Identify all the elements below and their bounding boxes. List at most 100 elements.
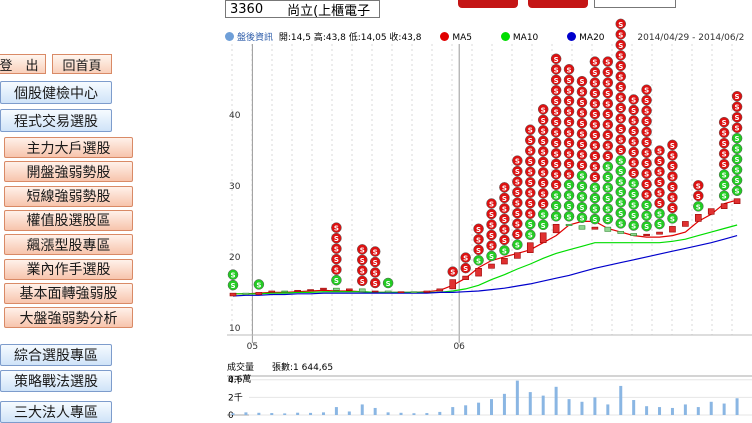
program-sub-open-strength-button[interactable]: 開盤強弱勢股 bbox=[4, 161, 133, 183]
period-select-partial[interactable] bbox=[594, 0, 676, 8]
export-button-partial[interactable] bbox=[528, 0, 588, 8]
sell-signal-icon bbox=[641, 136, 652, 148]
sell-signal-icon-glyph: S bbox=[334, 256, 339, 264]
sell-signal-icon-glyph: S bbox=[515, 200, 520, 208]
stock-health-center-button[interactable]: 個股健檢中心 bbox=[0, 81, 112, 104]
program-sub-market-strength-button[interactable]: 大盤強弱勢分析 bbox=[4, 307, 133, 329]
buy-signal-icon-glyph: S bbox=[644, 202, 649, 210]
sell-signal-icon bbox=[628, 146, 639, 158]
sell-signal-icon bbox=[537, 104, 549, 115]
logout-button[interactable]: 登 出 bbox=[0, 54, 46, 74]
buy-signal-icon bbox=[512, 239, 523, 250]
buy-signal-icon bbox=[615, 197, 626, 208]
sell-signal-icon-glyph: S bbox=[567, 171, 572, 179]
program-sub-short-term-button[interactable]: 短線強弱勢股 bbox=[4, 185, 133, 207]
institutional-investors-button[interactable]: 三大法人專區 bbox=[0, 401, 112, 423]
buy-signal-icon bbox=[602, 203, 614, 214]
buy-signal-icon bbox=[731, 153, 743, 165]
sell-signal-icon bbox=[641, 115, 652, 127]
query-button-partial[interactable] bbox=[458, 0, 518, 8]
sell-signal-icon-glyph: S bbox=[554, 77, 559, 85]
candlestick bbox=[410, 291, 418, 294]
sell-signal-icon bbox=[563, 158, 575, 170]
home-button[interactable]: 回首頁 bbox=[52, 54, 112, 74]
sell-signal-icon bbox=[331, 264, 342, 275]
volume-bar bbox=[425, 413, 429, 415]
sell-signal-icon bbox=[602, 150, 614, 162]
sell-signal-icon bbox=[499, 213, 510, 225]
combined-selection-button[interactable]: 綜合選股專區 bbox=[0, 344, 112, 366]
sell-signal-icon-glyph: S bbox=[567, 98, 572, 106]
program-trading-button[interactable]: 程式交易選股 bbox=[0, 109, 112, 132]
program-sub-fundamental-button[interactable]: 基本面轉強弱股 bbox=[4, 282, 133, 304]
buy-signal-icon bbox=[550, 190, 562, 201]
sell-signal-icon bbox=[563, 95, 575, 107]
volume-bar bbox=[477, 402, 481, 415]
candlestick bbox=[371, 290, 379, 293]
volume-bar bbox=[515, 380, 519, 415]
sell-signal-icon bbox=[589, 87, 601, 99]
volume-bar bbox=[670, 407, 674, 415]
sell-signal-icon-glyph: S bbox=[476, 226, 481, 234]
stock-search-field[interactable]: 3360 尚立(上櫃電子 bbox=[225, 0, 380, 18]
sell-signal-icon-glyph: S bbox=[554, 56, 559, 64]
program-sub-insider-button[interactable]: 業內作手選股 bbox=[4, 258, 133, 280]
sell-signal-icon bbox=[525, 187, 536, 198]
buy-signal-icon-glyph: S bbox=[579, 204, 584, 212]
sell-signal-icon bbox=[550, 53, 562, 65]
sell-signal-icon bbox=[641, 189, 652, 200]
buy-signal-icon bbox=[382, 277, 394, 289]
volume-bar bbox=[567, 399, 571, 415]
sell-signal-icon-glyph: S bbox=[631, 107, 636, 115]
sell-signal-icon-glyph: S bbox=[567, 119, 572, 127]
sell-signal-icon bbox=[499, 224, 510, 235]
sell-signal-icon bbox=[331, 222, 342, 233]
sell-signal-icon-glyph: S bbox=[373, 259, 378, 267]
sell-signal-icon-glyph: S bbox=[554, 108, 559, 116]
sell-signal-icon-glyph: S bbox=[631, 97, 636, 105]
sell-signal-icon bbox=[602, 108, 614, 120]
program-sub-soaring-button[interactable]: 飆漲型股專區 bbox=[4, 234, 133, 256]
candlestick bbox=[358, 288, 366, 293]
sell-signal-icon-glyph: S bbox=[554, 87, 559, 95]
buy-signal-icon-glyph: S bbox=[631, 191, 636, 199]
buy-signal-icon-glyph: S bbox=[631, 202, 636, 210]
program-trading-label: 程式交易選股 bbox=[14, 113, 98, 130]
buy-signal-icon-glyph: S bbox=[605, 206, 610, 214]
sell-signal-icon-glyph: S bbox=[618, 126, 623, 134]
volume-bar bbox=[735, 398, 739, 415]
sell-signal-icon bbox=[550, 158, 562, 170]
buy-signal-icon-glyph: S bbox=[618, 210, 623, 218]
sell-signal-icon bbox=[718, 127, 730, 138]
sell-signal-icon bbox=[615, 81, 626, 93]
program-sub-main-force-button[interactable]: 主力大戶選股 bbox=[4, 137, 133, 158]
sell-signal-icon bbox=[628, 125, 639, 137]
volume-bar bbox=[399, 412, 403, 415]
ma10-line bbox=[233, 224, 738, 295]
sell-signal-icon bbox=[512, 155, 523, 166]
buy-signal-icon-glyph: S bbox=[631, 212, 636, 220]
sell-signal-icon bbox=[537, 156, 549, 168]
candlestick bbox=[333, 287, 340, 291]
logout-label: 登 出 bbox=[0, 58, 39, 74]
sell-signal-icon bbox=[576, 96, 588, 108]
program-sub-weighted-button[interactable]: 權值股選股區 bbox=[4, 209, 133, 231]
sell-signal-icon bbox=[602, 119, 614, 130]
sell-signal-icon-glyph: S bbox=[450, 269, 455, 277]
sell-signal-icon bbox=[576, 117, 588, 129]
sell-signal-icon bbox=[718, 148, 730, 159]
sell-signal-icon-glyph: S bbox=[657, 179, 662, 187]
sell-signal-icon-glyph: S bbox=[605, 132, 610, 140]
strategy-selection-button[interactable]: 策略戰法選股 bbox=[0, 370, 112, 392]
sell-signal-icon bbox=[576, 75, 588, 87]
sell-signal-icon bbox=[537, 198, 549, 210]
buy-signal-icon bbox=[667, 213, 678, 224]
y-tick-label: 20 bbox=[229, 253, 241, 263]
sell-signal-icon-glyph: S bbox=[567, 140, 572, 148]
sell-signal-icon-glyph: S bbox=[670, 205, 675, 213]
sell-signal-icon bbox=[563, 169, 575, 180]
buy-signal-icon-glyph: S bbox=[528, 232, 533, 240]
buy-signal-icon bbox=[602, 192, 614, 204]
sell-signal-icon bbox=[563, 106, 575, 117]
